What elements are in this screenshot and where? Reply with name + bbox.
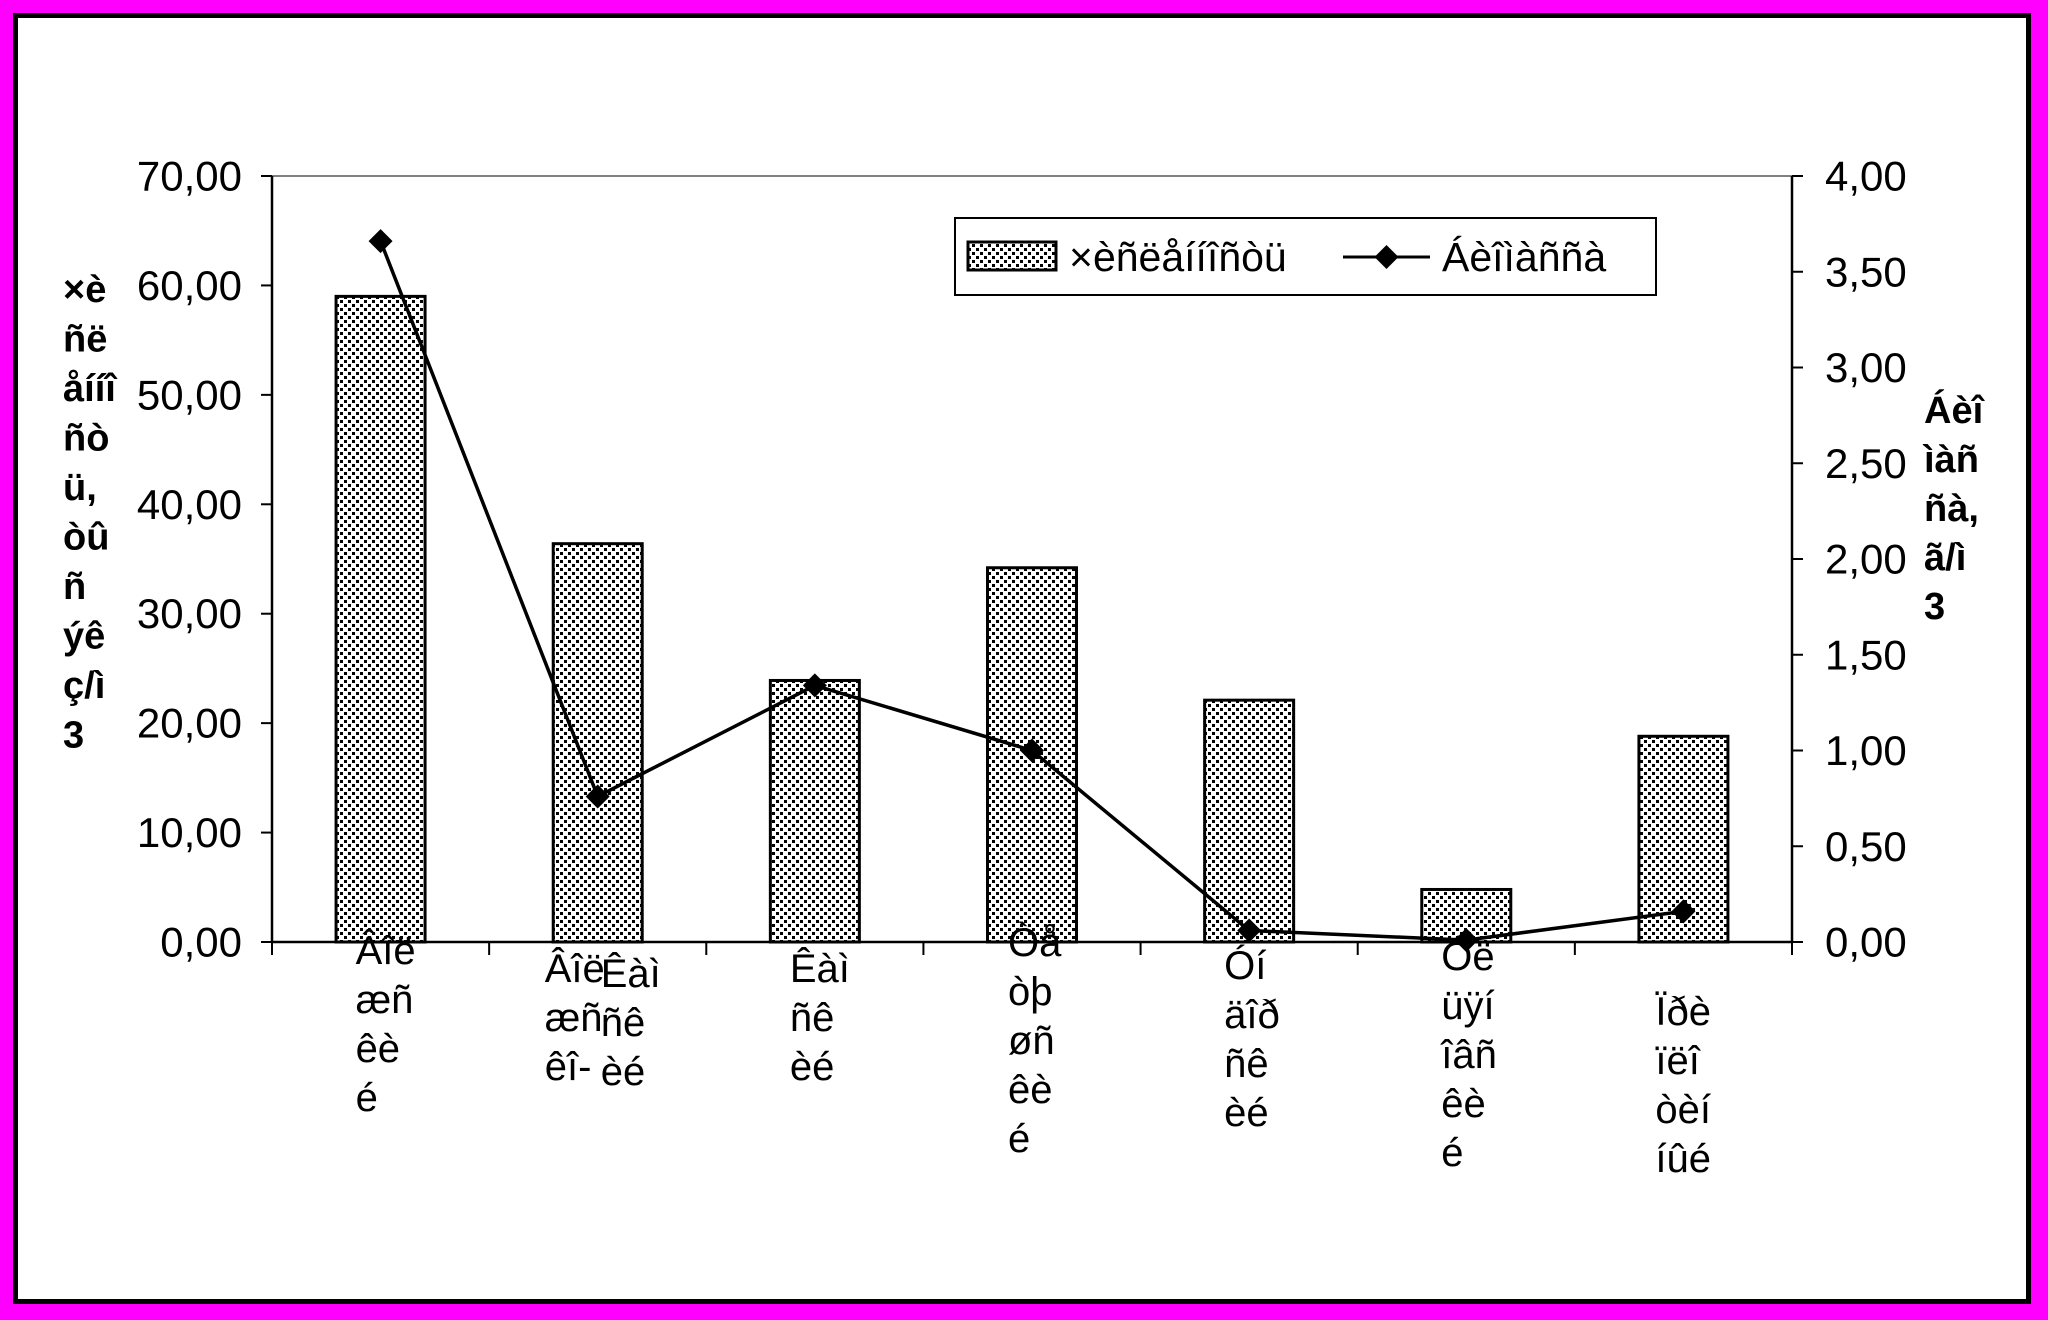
x-category-label: Òå (1008, 920, 1062, 965)
biomass-point-4 (1020, 738, 1044, 763)
x-category-label: é (356, 1076, 378, 1120)
x-category-label: ñê (601, 1001, 646, 1045)
x-category-label: îâñ (1440, 1033, 1497, 1077)
x-category-label: ïëî (1655, 1039, 1701, 1083)
y-tick-label: 0,00 (160, 919, 242, 966)
legend-box (954, 217, 1657, 296)
y-axis-title-line: ñ (63, 566, 86, 608)
biomass-series-group (368, 229, 1696, 953)
legend-swatch-biomass-marker (1374, 245, 1399, 269)
y2-tick-label: 1,50 (1825, 631, 1907, 678)
biomass-point-6 (1454, 928, 1479, 953)
y2-axis-title-line: ã/ì (1924, 537, 1966, 579)
x-category-label: äîð (1224, 993, 1280, 1037)
x-category-label: Óí (1224, 943, 1266, 988)
y2-tick-label: 0,50 (1825, 823, 1907, 870)
x-category-label: æñ (545, 996, 603, 1040)
x-category-label: èé (1224, 1091, 1269, 1135)
y-axis-title-line: ×è (63, 269, 106, 311)
y-tick-label: 60,00 (137, 262, 242, 309)
y2-tick-label: 4,00 (1825, 153, 1907, 200)
biomass-point-5 (1237, 918, 1262, 943)
axes-group (261, 175, 1803, 955)
x-category-label: êè (1008, 1068, 1053, 1112)
y2-tick-label: 2,50 (1825, 440, 1907, 487)
legend-swatch-abundance (966, 240, 1058, 272)
x-category-label: ñê (790, 996, 835, 1040)
x-category-label: òèí (1655, 1088, 1711, 1132)
x-category-label: Óë (1441, 934, 1494, 979)
biomass-point-1 (368, 229, 393, 254)
x-category-label: æñ (356, 978, 414, 1022)
x-category-label: Âîë (545, 946, 605, 991)
y2-axis-title-line: ñà, (1924, 488, 1979, 530)
labels-group: 0,0010,0020,0030,0040,0050,0060,0070,000… (63, 153, 1986, 1182)
y2-tick-label: 3,00 (1825, 344, 1907, 391)
biomass-point-3 (802, 673, 827, 698)
y-tick-label: 50,00 (137, 371, 242, 418)
y2-axis-title-line: ìàñ (1922, 439, 1979, 481)
y-tick-label: 20,00 (137, 700, 242, 747)
y-axis-title-line: òû (63, 517, 109, 559)
x-category-label: êè (356, 1027, 401, 1071)
x-category-label: Êàì (790, 946, 850, 991)
x-category-label: ñê (1224, 1042, 1269, 1086)
abundance-bar-1 (334, 294, 427, 944)
y-tick-label: 10,00 (137, 809, 242, 856)
abundance-bar-6 (1420, 887, 1513, 944)
y-tick-label: 40,00 (137, 481, 242, 528)
legend-label-abundance: ×èñëåííîñòü (1069, 234, 1287, 280)
x-category-label: èé (601, 1050, 646, 1094)
biomass-point-2 (585, 784, 610, 809)
y2-tick-label: 3,50 (1825, 248, 1907, 295)
x-category-label: é (1008, 1117, 1030, 1161)
y-axis-title-line: 3 (63, 715, 84, 757)
x-category-label: íûé (1655, 1137, 1711, 1181)
y2-axis-title-line: Áèî (1924, 388, 1986, 432)
y2-tick-label: 1,00 (1825, 727, 1907, 774)
x-category-label: Êàì (601, 951, 661, 996)
x-category-label: Âîë (356, 928, 416, 973)
x-category-label: üÿí (1441, 984, 1494, 1028)
legend-label-biomass: Áèîìàññà (1442, 234, 1606, 280)
y2-tick-label: 2,00 (1825, 536, 1907, 583)
abundance-bar-3 (768, 678, 861, 944)
y2-tick-label: 0,00 (1825, 919, 1907, 966)
y-axis-title-line: ñò (63, 418, 109, 460)
y-axis-title-line: ü, (63, 467, 97, 509)
y-tick-label: 30,00 (137, 590, 242, 637)
x-category-label: òþ (1008, 970, 1053, 1014)
y-axis-title-line: ç/ì (63, 665, 105, 707)
abundance-bar-5 (1203, 698, 1296, 944)
legend: ×èñëåííîñòü Áèîìàññà (954, 217, 1657, 296)
y-tick-label: 70,00 (137, 153, 242, 200)
y-axis-title-line: ñë (63, 319, 107, 361)
biomass-point-7 (1671, 899, 1696, 924)
y-axis-title-line: åííî (63, 368, 118, 410)
x-category-label: êî- (545, 1045, 592, 1089)
y-axis-title-line: ýê (63, 616, 105, 658)
x-category-label: é (1441, 1131, 1463, 1175)
x-category-label: øñ (1008, 1019, 1055, 1063)
bars-group (334, 294, 1730, 944)
y2-axis-title-line: 3 (1924, 586, 1945, 628)
abundance-bar-2 (551, 542, 644, 944)
x-category-label: èé (790, 1045, 835, 1089)
x-category-label: Ïðè (1655, 990, 1711, 1034)
x-category-label: êè (1441, 1082, 1486, 1126)
